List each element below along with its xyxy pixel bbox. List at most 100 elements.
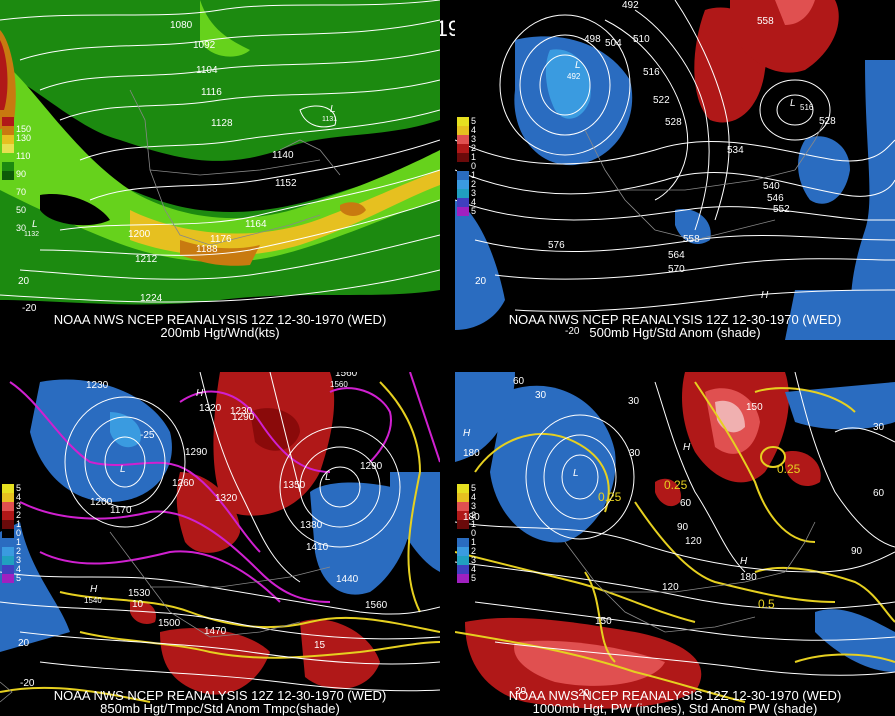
contour-label: 1200 [90, 497, 113, 508]
legend-1000mb: 5 4 3 2 1 0 1 2 3 4 5 [457, 484, 476, 583]
low-marker: L [120, 464, 126, 475]
contour-label: 30 [628, 396, 640, 407]
contour-label: 1132 [24, 231, 40, 238]
contour-label: 516 [800, 103, 814, 112]
contour-label: 1212 [135, 254, 158, 265]
contour-label: 1176 [210, 234, 232, 245]
map-850mb [0, 372, 440, 716]
high-marker: H [761, 290, 769, 301]
contour-label: 60 [680, 498, 692, 509]
contour-label: 15 [314, 640, 326, 651]
contour-label: 534 [727, 145, 744, 156]
caption-line1: NOAA NWS NCEP REANALYSIS 12Z 12-30-1970 … [508, 312, 842, 327]
caption-line1: NOAA NWS NCEP REANALYSIS 12Z 12-30-1970 … [53, 688, 387, 703]
contour-label: 558 [683, 234, 700, 245]
contour-label: 1500 [158, 618, 181, 629]
contour-label: 1410 [306, 542, 329, 553]
contour-label: 540 [763, 181, 780, 192]
contour-label: 1104 [196, 65, 218, 76]
legend-200mb: 150 130 110 90 70 50 30 [2, 117, 31, 233]
contour-label: 1128 [211, 118, 233, 129]
caption-line2: 1000mb Hgt, PW (inches), Std Anom PW (sh… [532, 701, 818, 716]
contour-label: 10 [132, 599, 144, 610]
contour-label: 1380 [300, 520, 323, 531]
low-marker: L [330, 104, 336, 115]
contour-label: 528 [665, 117, 682, 128]
contour-label: 1260 [172, 478, 195, 489]
panel-1000mb: 5 4 3 2 1 0 1 2 3 4 5 60 30 H 180 L 30 0… [455, 372, 895, 716]
low-marker: L [573, 468, 579, 479]
caption-line1: NOAA NWS NCEP REANALYSIS 12Z 12-30-1970 … [508, 688, 842, 703]
lat-label: 20 [515, 686, 527, 697]
lon-label: -20 [565, 326, 580, 337]
contour-label: 90 [851, 546, 863, 557]
high-marker: H [463, 428, 471, 439]
contour-label: 60 [873, 488, 885, 499]
contour-label: 30 [535, 390, 547, 401]
low-marker: L [32, 219, 38, 230]
pw-label: 0.25 [598, 490, 622, 504]
contour-label: 1440 [336, 574, 359, 585]
lon-label: -20 [22, 303, 37, 314]
contour-label: 30 [629, 448, 641, 459]
contour-label: 1164 [245, 219, 267, 230]
contour-label: 1320 [199, 403, 222, 414]
contour-label: 1470 [204, 626, 227, 637]
contour-label: 1200 [128, 229, 151, 240]
contour-label: 1290 [360, 461, 383, 472]
contour-label: 528 [819, 116, 836, 127]
contour-label: 1320 [215, 493, 238, 504]
contour-label: 1560 [335, 372, 358, 379]
caption-line2: 200mb Hgt/Wnd(kts) [160, 325, 280, 340]
contour-label: 180 [463, 448, 480, 459]
high-marker: H [683, 442, 691, 453]
contour-label: 546 [767, 193, 784, 204]
high-marker: H [196, 388, 204, 399]
contour-label: 564 [668, 250, 685, 261]
lon-label: -20 [575, 688, 590, 699]
low-marker: L [575, 60, 581, 71]
contour-label: 180 [463, 512, 480, 523]
contour-label: 1290 [185, 447, 208, 458]
caption-line1: NOAA NWS NCEP REANALYSIS 12Z 12-30-1970 … [53, 312, 387, 327]
contour-label: 558 [757, 16, 774, 27]
contour-label: 576 [548, 240, 565, 251]
lat-label: 20 [18, 638, 30, 649]
map-1000mb [455, 372, 895, 716]
contour-label: 180 [740, 572, 757, 583]
contour-label: 150 [746, 402, 763, 413]
panel-200mb: 150 130 110 90 70 50 30 1080 1092 1104 1… [0, 0, 440, 340]
contour-label: 504 [605, 38, 622, 49]
contour-label: 1080 [170, 20, 193, 31]
lon-label: -20 [20, 678, 35, 689]
map-200mb [0, 0, 440, 340]
caption-line2: 500mb Hgt/Std Anom (shade) [589, 325, 761, 340]
pw-label: 0.25 [777, 462, 801, 476]
contour-label: 1140 [272, 150, 294, 161]
map-500mb [455, 0, 895, 340]
contour-label: 1188 [196, 244, 218, 255]
pw-label: 0.5 [758, 597, 775, 611]
contour-label: 1224 [140, 293, 163, 304]
contour-label: 1560 [365, 600, 388, 611]
contour-label: 1530 [128, 588, 151, 599]
contour-label: -25 [140, 430, 155, 441]
high-marker: H [740, 556, 748, 567]
contour-label: 510 [633, 34, 650, 45]
contour-label: 60 [513, 376, 525, 387]
contour-label: 1116 [201, 87, 222, 98]
contour-label: 1230 [230, 406, 253, 417]
contour-label: 1131 [322, 116, 338, 123]
contour-label: 1170 [110, 505, 132, 516]
contour-label: 1350 [283, 480, 306, 491]
contour-label: 522 [653, 95, 670, 106]
caption-line2: 850mb Hgt/Tmpc/Std Anom Tmpc(shade) [100, 701, 340, 716]
contour-label: 570 [668, 264, 685, 275]
low-marker: L [325, 472, 331, 483]
contour-label: 150 [595, 616, 612, 627]
contour-label: 552 [773, 204, 790, 215]
panel-850mb: 5 4 3 2 1 0 1 2 3 4 5 1560 1560 1230 123… [0, 372, 440, 716]
low-marker: L [790, 98, 796, 109]
contour-label: 492 [567, 72, 581, 81]
contour-label: 120 [685, 536, 702, 547]
